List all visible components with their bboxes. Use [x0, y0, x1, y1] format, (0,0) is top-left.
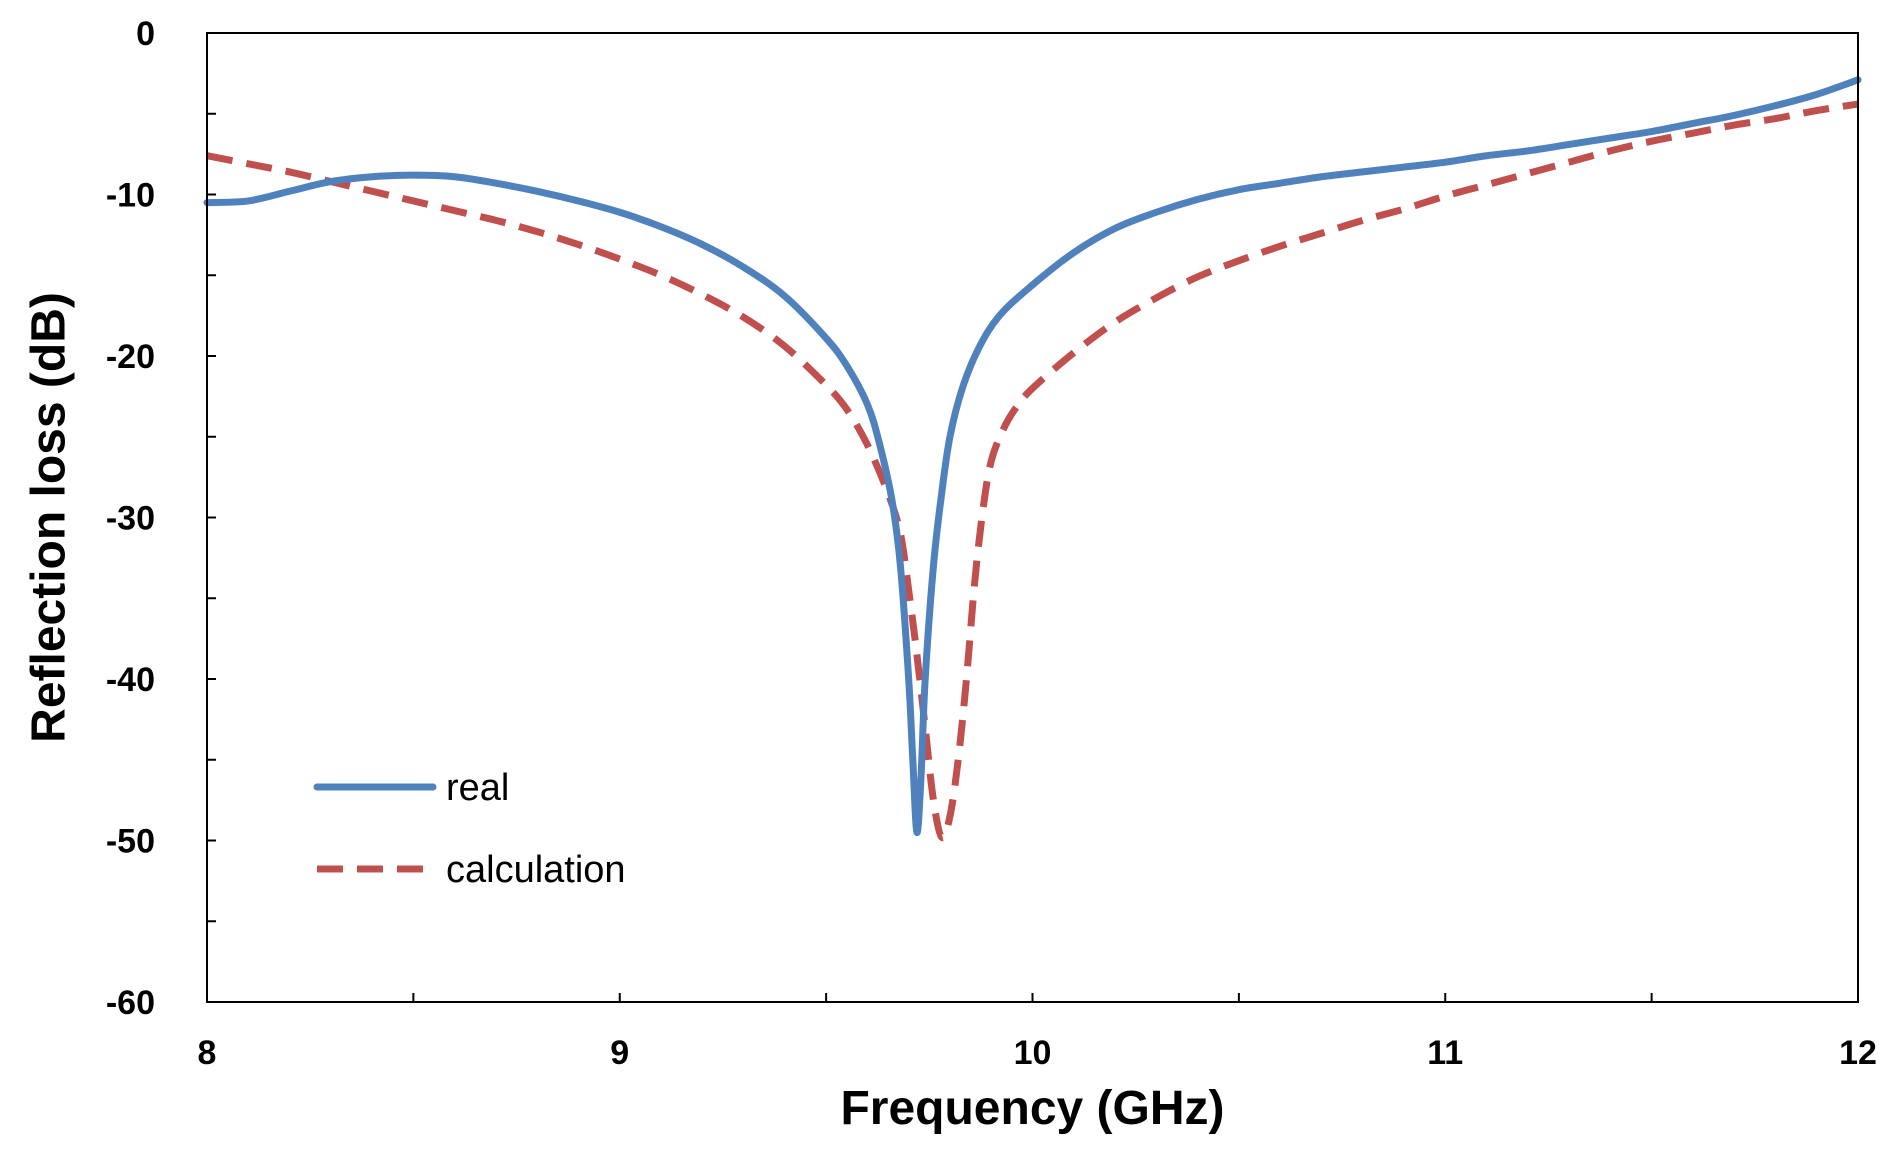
- y-tick-label: -50: [106, 823, 155, 861]
- x-tick-label: 12: [1839, 1034, 1877, 1072]
- tick-labels: 0 -10 -20 -30 -40 -50 -60 8 9 10 11 12: [106, 15, 1877, 1072]
- legend: real calculation: [313, 767, 626, 891]
- plot-area-frame: [206, 32, 1859, 1003]
- y-tick-label: 0: [136, 15, 155, 53]
- y-tick-label: -10: [106, 177, 155, 215]
- legend-label-real: real: [446, 767, 509, 809]
- legend-label-calculation: calculation: [446, 849, 626, 891]
- y-tick-label: -30: [106, 500, 155, 538]
- x-tick-label: 9: [610, 1034, 629, 1072]
- series-line-calculation: [206, 100, 1859, 842]
- y-tick-label: -40: [106, 661, 155, 699]
- y-axis-title: Reflection loss (dB): [23, 292, 76, 743]
- x-axis-title: Frequency (GHz): [840, 1082, 1224, 1135]
- series-lines: [203, 76, 1862, 842]
- x-tick-label: 8: [198, 1034, 217, 1072]
- y-tick-label: -60: [106, 984, 155, 1022]
- x-tick-label: 11: [1427, 1034, 1463, 1072]
- series-line-real: [203, 76, 1862, 836]
- x-tick-label: 10: [1014, 1034, 1052, 1072]
- y-tick-label: -20: [106, 338, 155, 376]
